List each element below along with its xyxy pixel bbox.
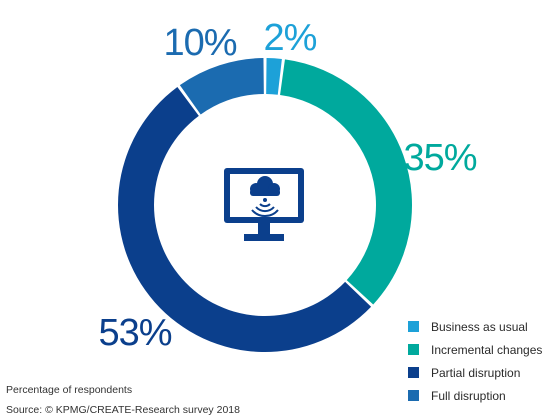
percentage-labels: 2% 35% 53% 10% — [98, 17, 477, 354]
pct-label-full-disruption: 10% — [163, 22, 236, 64]
slice-business-as-usual — [266, 58, 282, 95]
legend-swatch — [408, 344, 419, 355]
legend-swatch — [408, 321, 419, 332]
legend-item: Business as usual — [408, 315, 542, 338]
respondents-note: Percentage of respondents — [6, 384, 133, 396]
legend-swatch — [408, 367, 419, 378]
legend-label: Partial disruption — [431, 365, 521, 380]
slice-incremental-changes — [280, 59, 413, 305]
legend-label: Business as usual — [431, 319, 528, 334]
pct-label-partial-disruption: 53% — [98, 312, 171, 354]
slice-partial-disruption — [117, 86, 372, 353]
legend-item: Partial disruption — [408, 361, 542, 384]
pct-label-incremental-changes: 35% — [403, 137, 476, 179]
legend-item: Incremental changes — [408, 338, 542, 361]
slice-full-disruption — [179, 58, 264, 115]
legend-label: Incremental changes — [431, 342, 543, 357]
chart-legend: Business as usual Incremental changes Part… — [408, 315, 542, 407]
legend-item: Full disruption — [408, 384, 542, 407]
cloud-monitor-icon — [224, 168, 304, 241]
legend-label: Full disruption — [431, 388, 506, 403]
legend-swatch — [408, 390, 419, 401]
pct-label-business-as-usual: 2% — [264, 17, 317, 59]
donut-slices — [117, 58, 413, 353]
source-note: Source: © KPMG/CREATE-Research survey 20… — [6, 404, 240, 416]
